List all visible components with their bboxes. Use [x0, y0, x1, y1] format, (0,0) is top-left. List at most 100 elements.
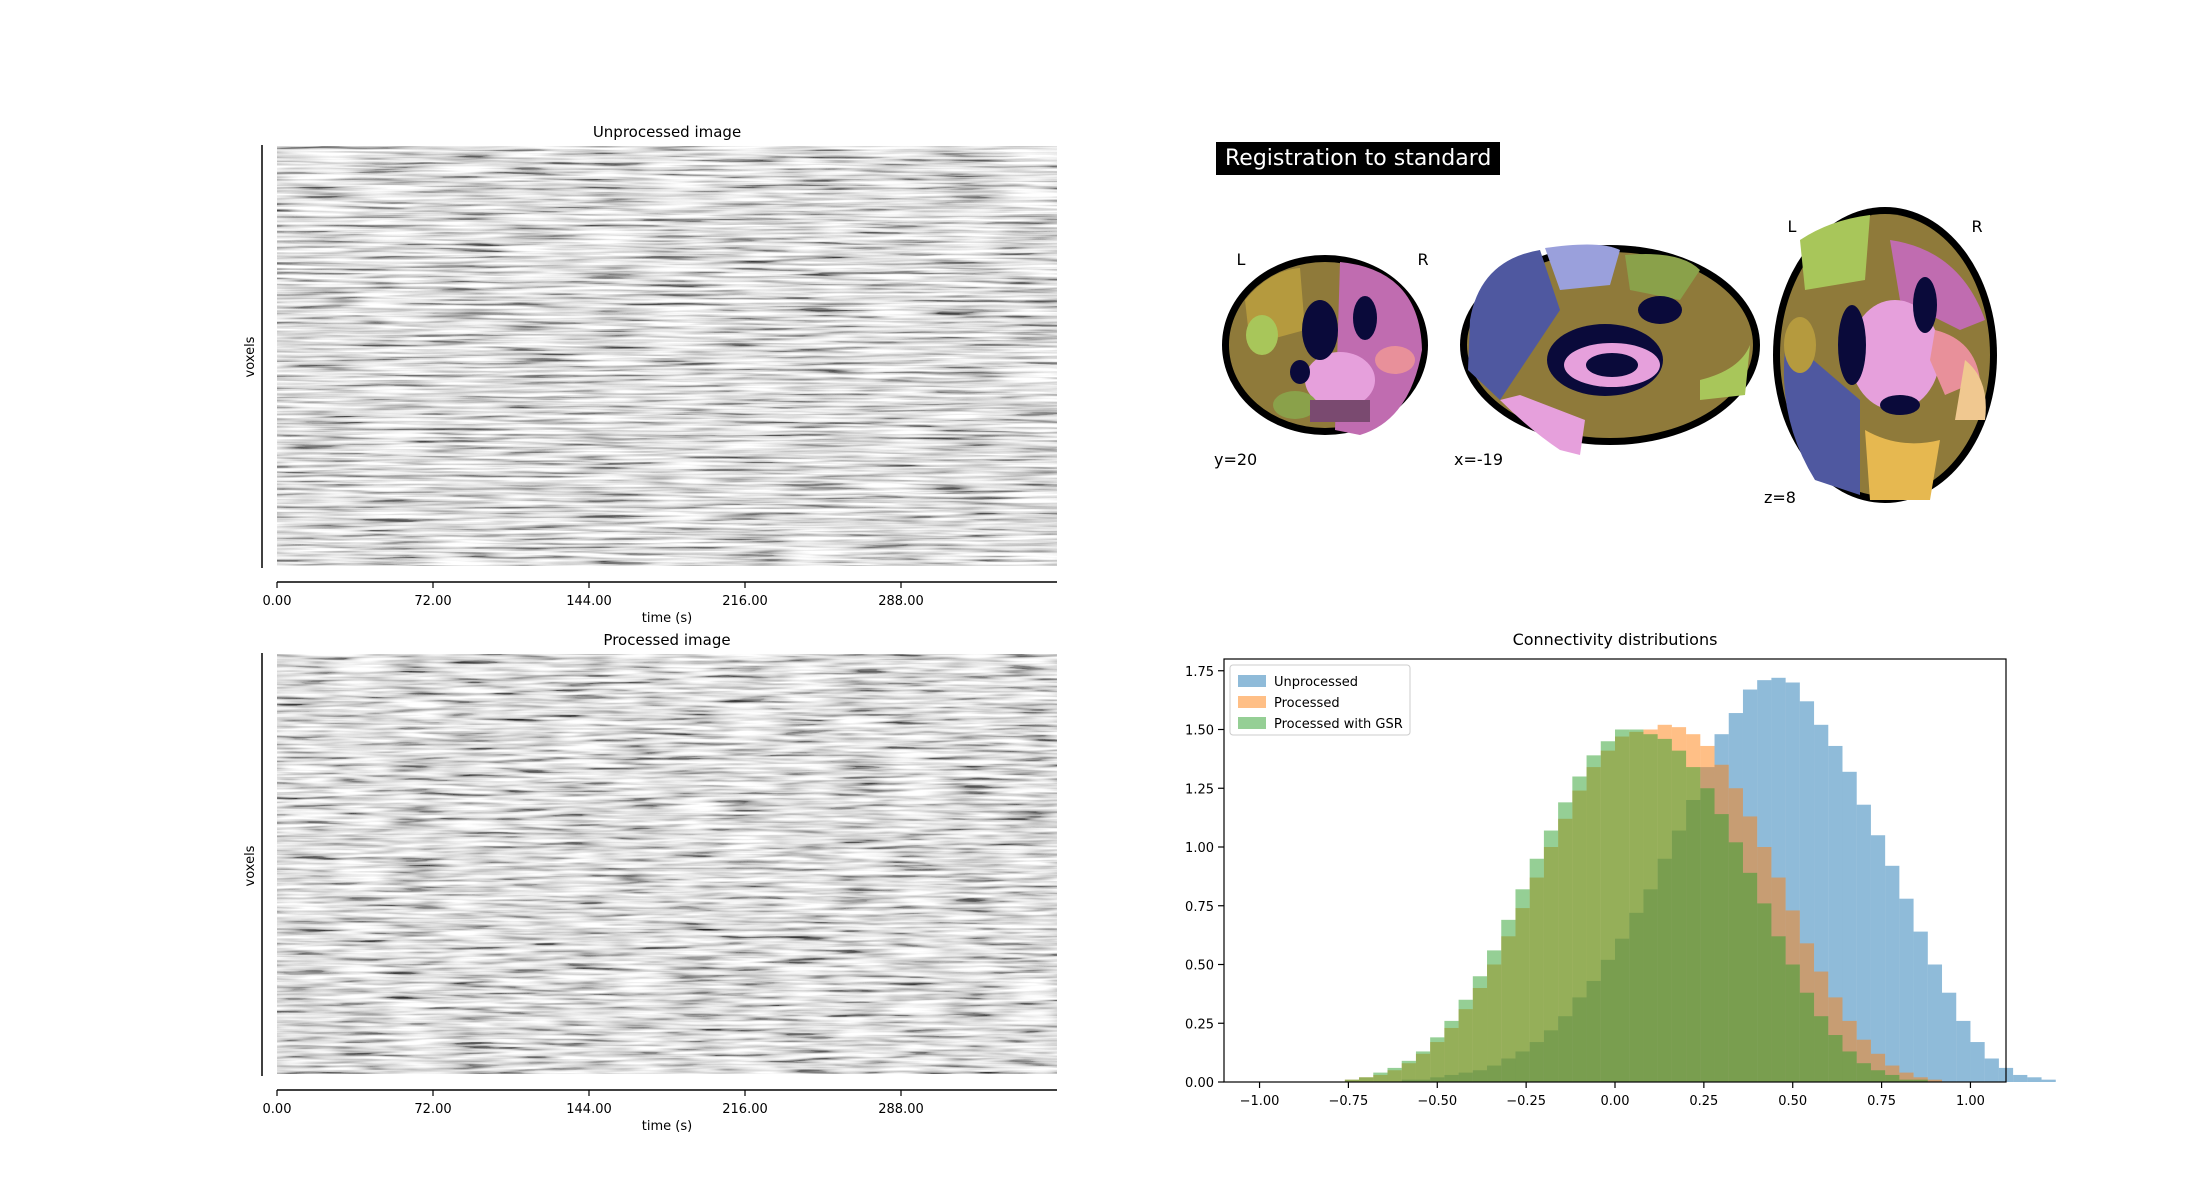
- histogram-bar: [1899, 898, 1914, 1082]
- axial-slice: L R z=8: [1764, 207, 1997, 507]
- histogram-bar: [1757, 903, 1772, 1082]
- histogram-bar: [1842, 771, 1857, 1082]
- legend-frame: [1229, 664, 1411, 736]
- histogram-bar: [1828, 1035, 1843, 1082]
- slice-coordinate: x=-19: [1454, 450, 1503, 469]
- histogram-bar: [1515, 889, 1530, 1082]
- y-tick-label: 1.25: [1185, 782, 1214, 797]
- y-axis-label: voxels: [243, 845, 258, 886]
- x-axis-label: time (s): [642, 1119, 692, 1134]
- histogram-bar: [1501, 919, 1516, 1082]
- histogram-bar: [1487, 950, 1502, 1082]
- carpet-title: Unprocessed image: [593, 123, 741, 141]
- x-tick-label: −0.50: [1417, 1094, 1457, 1109]
- histogram-bar: [2027, 1077, 2042, 1082]
- histogram-bar: [1458, 999, 1473, 1082]
- histogram-bar: [1899, 1072, 1914, 1082]
- histogram-bar: [1942, 992, 1957, 1082]
- chart-title: Connectivity distributions: [1513, 630, 1718, 649]
- x-tick-label: 0.50: [1778, 1094, 1807, 1109]
- x-tick-label: 144.00: [566, 594, 612, 609]
- legend-swatch: [1238, 696, 1266, 708]
- histogram-bar: [1359, 1077, 1374, 1082]
- histogram-bar: [1430, 1037, 1445, 1082]
- coronal-slice: L R y=20: [1214, 250, 1429, 469]
- x-ticks: 0.00 72.00 144.00 216.00 288.00: [263, 582, 924, 609]
- registration-panel: L R y=20 x=-19: [1214, 207, 1997, 507]
- x-tick-label: 1.00: [1956, 1094, 1985, 1109]
- histogram-bar: [1785, 964, 1800, 1082]
- legend-swatch: [1238, 717, 1266, 729]
- x-tick-label: −0.25: [1506, 1094, 1546, 1109]
- x-tick-label: −0.75: [1328, 1094, 1368, 1109]
- histogram-bar: [1629, 729, 1644, 1082]
- histogram-bar: [1572, 776, 1587, 1082]
- histogram-bar: [1373, 1072, 1388, 1082]
- carpet-plot-processed: Processed image voxels 0.00 72.00 144.00 21…: [243, 631, 1057, 1134]
- y-tick-label: 1.50: [1185, 724, 1214, 739]
- orientation-label-left: L: [1237, 250, 1246, 269]
- x-tick-label: 216.00: [722, 1102, 768, 1117]
- x-tick-label: 0.00: [1601, 1094, 1630, 1109]
- x-tick-label: 72.00: [414, 1102, 451, 1117]
- legend-label: Unprocessed: [1274, 675, 1358, 690]
- histogram-bar: [1728, 842, 1743, 1082]
- histogram-bars: [1344, 677, 2056, 1082]
- histogram-bar: [1984, 1058, 1999, 1082]
- histogram-bar: [1387, 1067, 1402, 1082]
- histogram-bar: [1700, 788, 1715, 1082]
- histogram-bar: [1615, 729, 1630, 1082]
- histogram-bar: [1401, 1060, 1416, 1082]
- legend-swatch: [1238, 675, 1266, 687]
- histogram-bar: [1472, 976, 1488, 1082]
- x-tick-label: 0.00: [263, 1102, 292, 1117]
- histogram-bar: [1885, 1074, 1900, 1082]
- histogram-bar: [1600, 741, 1615, 1082]
- histogram-bar: [1799, 992, 1815, 1082]
- histogram-bar: [1714, 814, 1729, 1082]
- carpet-image: [277, 146, 1057, 566]
- sagittal-slice: x=-19: [1454, 244, 1760, 469]
- legend: Unprocessed Processed Processed with GSR: [1229, 664, 1411, 736]
- histogram-bar: [1927, 1079, 1943, 1082]
- histogram-bar: [1870, 1070, 1886, 1082]
- histogram-bar: [2041, 1079, 2056, 1082]
- histogram-bar: [1856, 1063, 1871, 1082]
- legend-label: Processed: [1274, 696, 1340, 711]
- legend-label: Processed with GSR: [1274, 717, 1403, 732]
- histogram-bar: [1344, 1079, 1360, 1082]
- histogram-bar: [1885, 865, 1900, 1082]
- registration-title: Registration to standard: [1216, 142, 1501, 175]
- x-tick-label: 216.00: [722, 594, 768, 609]
- carpet-title: Processed image: [603, 631, 730, 649]
- y-tick-label: 1.00: [1185, 841, 1214, 856]
- histogram-bar: [1643, 734, 1658, 1082]
- slice-coordinate: y=20: [1214, 450, 1257, 469]
- carpet-image: [277, 654, 1057, 1074]
- x-tick-label: 0.75: [1867, 1094, 1896, 1109]
- histogram-bar: [1956, 1020, 1971, 1082]
- x-tick-label: −1.00: [1240, 1094, 1280, 1109]
- y-axis-label: voxels: [243, 336, 258, 377]
- histogram-bar: [2013, 1074, 2028, 1082]
- orientation-label-right: R: [1417, 250, 1428, 269]
- histogram-bar: [1529, 858, 1544, 1082]
- y-tick-label: 0.00: [1185, 1076, 1214, 1091]
- x-tick-label: 0.25: [1689, 1094, 1718, 1109]
- histogram-bar: [1771, 936, 1786, 1082]
- histogram-bar: [1671, 750, 1687, 1082]
- x-tick-label: 288.00: [878, 1102, 924, 1117]
- histogram-axes: −1.00 −0.75 −0.50 −0.25 0.00 0.25 0.50 0.75 1.00…: [1185, 665, 1985, 1109]
- y-tick-label: 0.25: [1185, 1017, 1214, 1032]
- histogram-bar: [1927, 964, 1943, 1082]
- histogram-bar: [1686, 767, 1701, 1082]
- y-tick-label: 0.50: [1185, 959, 1214, 974]
- histogram-bar: [1543, 830, 1559, 1082]
- histogram-bar: [1970, 1042, 1985, 1082]
- histogram-bar: [1415, 1051, 1431, 1082]
- orientation-label-right: R: [1971, 217, 1982, 236]
- histogram-bar: [1870, 835, 1886, 1082]
- histogram-bar: [1558, 802, 1573, 1082]
- histogram-bar: [1842, 1051, 1857, 1082]
